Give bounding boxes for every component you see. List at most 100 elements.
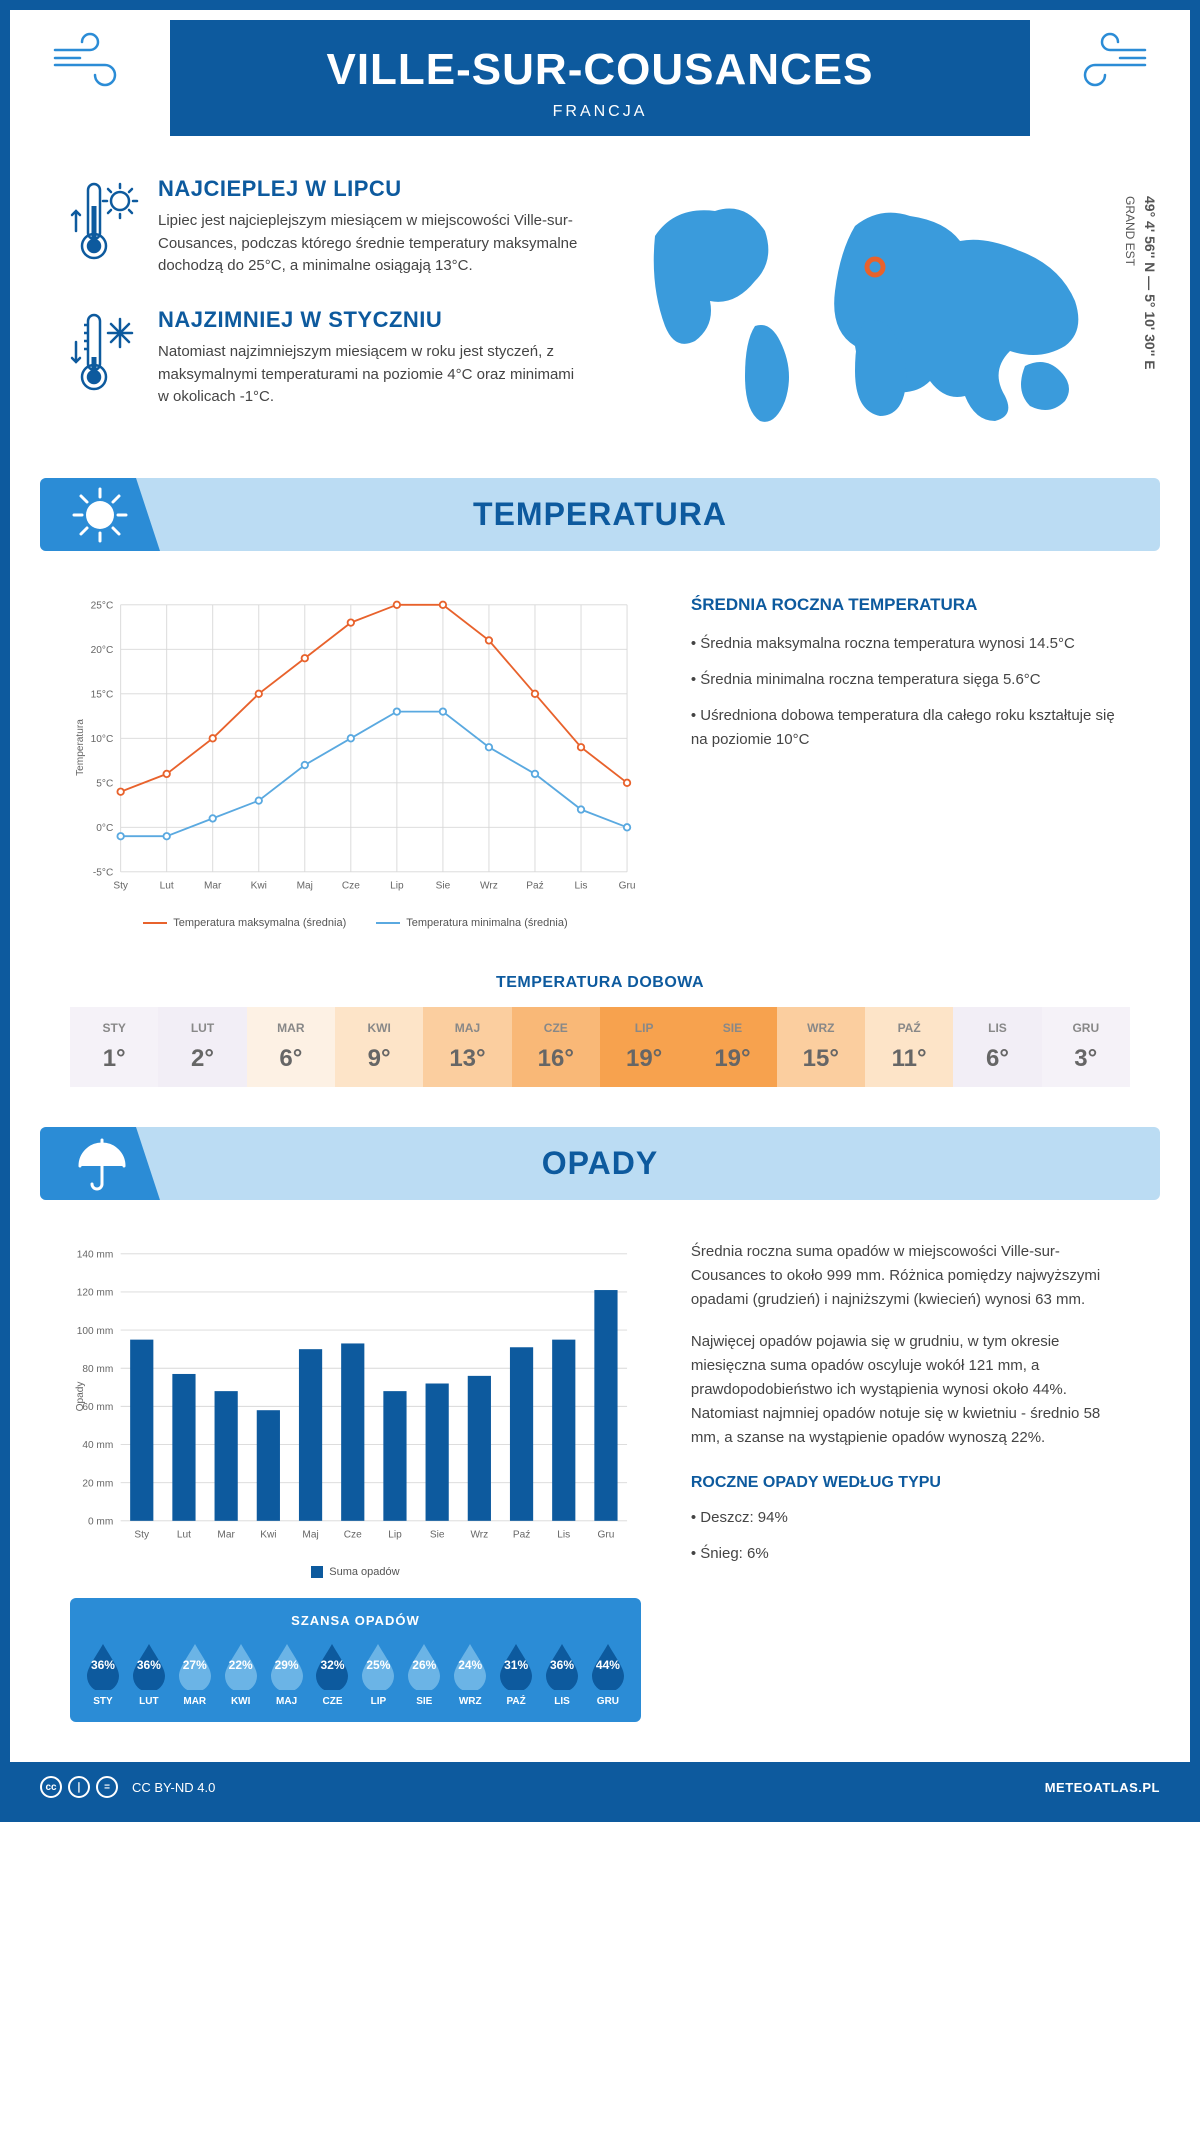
drop-month: MAJ [264, 1696, 310, 1707]
temperature-chart: -5°C0°C5°C10°C15°C20°C25°CStyLutMarKwiMa… [70, 591, 641, 929]
header-wrap: VILLE-SUR-COUSANCES FRANCJA [10, 10, 1190, 136]
nd-icon: = [96, 1776, 118, 1798]
temp-bullet: • Średnia minimalna roczna temperatura s… [691, 668, 1130, 692]
daily-temp-title: TEMPERATURA DOBOWA [10, 974, 1190, 992]
coords-region: GRAND EST [1123, 196, 1137, 266]
daily-cell: STY 1° [70, 1007, 158, 1087]
svg-text:20 mm: 20 mm [82, 1478, 113, 1489]
raindrop-icon: 32% [312, 1640, 352, 1690]
rain-type-title: ROCZNE OPADY WEDŁUG TYPU [691, 1470, 1130, 1496]
svg-text:Wrz: Wrz [480, 880, 498, 891]
fact-hot: NAJCIEPLEJ W LIPCU Lipiec jest najcieple… [70, 176, 580, 279]
svg-text:Lis: Lis [575, 880, 588, 891]
daily-value: 15° [777, 1045, 865, 1073]
raindrop-icon: 29% [267, 1640, 307, 1690]
raindrop-icon: 31% [496, 1640, 536, 1690]
daily-cell: LIP 19° [600, 1007, 688, 1087]
coords-latlon: 49° 4' 56'' N — 5° 10' 30'' E [1142, 196, 1158, 370]
drop-percent: 26% [412, 1658, 436, 1672]
precipitation-body: 0 mm20 mm40 mm60 mm80 mm100 mm120 mm140 … [10, 1220, 1190, 1762]
temperature-legend: Temperatura maksymalna (średnia) Tempera… [70, 917, 641, 929]
raindrop-icon: 27% [175, 1640, 215, 1690]
drop-month: STY [80, 1696, 126, 1707]
drop-percent: 36% [137, 1658, 161, 1672]
svg-text:Sty: Sty [134, 1529, 150, 1540]
daily-month: LUT [158, 1021, 246, 1035]
drop-item: 29% MAJ [264, 1640, 310, 1707]
svg-text:Gru: Gru [598, 1529, 615, 1540]
thermometer-hot-icon [70, 176, 140, 279]
daily-month: LIS [953, 1021, 1041, 1035]
raindrop-icon: 36% [542, 1640, 582, 1690]
drop-month: SIE [401, 1696, 447, 1707]
rain-type: ROCZNE OPADY WEDŁUG TYPU • Deszcz: 94%• … [691, 1470, 1130, 1566]
precipitation-band: OPADY [40, 1127, 1160, 1200]
wind-icon [50, 30, 130, 102]
temp-bullet: • Średnia maksymalna roczna temperatura … [691, 632, 1130, 656]
daily-month: MAR [247, 1021, 335, 1035]
drop-month: LUT [126, 1696, 172, 1707]
drop-month: MAR [172, 1696, 218, 1707]
daily-month: MAJ [423, 1021, 511, 1035]
svg-text:Wrz: Wrz [470, 1529, 488, 1540]
drop-item: 26% SIE [401, 1640, 447, 1707]
daily-value: 9° [335, 1045, 423, 1073]
daily-cell: PAŹ 11° [865, 1007, 953, 1087]
intro-section: NAJCIEPLEJ W LIPCU Lipiec jest najcieple… [10, 136, 1190, 458]
daily-cell: CZE 16° [512, 1007, 600, 1087]
fact-cold: NAJZIMNIEJ W STYCZNIU Natomiast najzimni… [70, 307, 580, 410]
svg-text:Kwi: Kwi [260, 1529, 276, 1540]
svg-text:Temperatura: Temperatura [75, 719, 86, 776]
svg-text:Sie: Sie [436, 880, 451, 891]
drop-item: 44% GRU [585, 1640, 631, 1707]
svg-text:15°C: 15°C [91, 689, 114, 700]
svg-text:Lut: Lut [160, 880, 174, 891]
by-icon: ❘ [68, 1776, 90, 1798]
page: VILLE-SUR-COUSANCES FRANCJA NAJCIEPLEJ W… [0, 0, 1200, 1822]
page-subtitle: FRANCJA [170, 103, 1030, 121]
rain-chance-drops: 36% STY 36% LUT 27% MAR 22% KWI [80, 1640, 631, 1707]
rain-legend: Suma opadów [70, 1566, 641, 1578]
license: cc ❘ = CC BY-ND 4.0 [40, 1776, 215, 1798]
svg-text:25°C: 25°C [91, 600, 114, 611]
daily-value: 6° [247, 1045, 335, 1073]
daily-value: 19° [600, 1045, 688, 1073]
daily-month: SIE [688, 1021, 776, 1035]
daily-value: 6° [953, 1045, 1041, 1073]
daily-month: WRZ [777, 1021, 865, 1035]
raindrop-icon: 36% [129, 1640, 169, 1690]
daily-month: PAŹ [865, 1021, 953, 1035]
svg-text:Mar: Mar [217, 1529, 235, 1540]
daily-cell: MAJ 13° [423, 1007, 511, 1087]
drop-month: KWI [218, 1696, 264, 1707]
site-name: METEOATLAS.PL [1045, 1780, 1160, 1795]
svg-text:Maj: Maj [297, 880, 313, 891]
daily-month: GRU [1042, 1021, 1130, 1035]
daily-value: 11° [865, 1045, 953, 1073]
fact-cold-text: Natomiast najzimniejszym miesiącem w rok… [158, 341, 580, 409]
legend-sum: Suma opadów [311, 1566, 399, 1578]
svg-text:Lis: Lis [557, 1529, 570, 1540]
temp-bullet: • Uśredniona dobowa temperatura dla całe… [691, 704, 1130, 752]
daily-value: 13° [423, 1045, 511, 1073]
drop-month: PAŹ [493, 1696, 539, 1707]
svg-text:Lut: Lut [177, 1529, 191, 1540]
svg-text:Lip: Lip [390, 880, 404, 891]
svg-text:120 mm: 120 mm [77, 1288, 114, 1299]
daily-cell: SIE 19° [688, 1007, 776, 1087]
drop-item: 24% WRZ [447, 1640, 493, 1707]
drop-item: 22% KWI [218, 1640, 264, 1707]
svg-text:Cze: Cze [344, 1529, 362, 1540]
rain-chance-title: SZANSA OPADÓW [80, 1613, 631, 1628]
drop-month: WRZ [447, 1696, 493, 1707]
daily-cell: WRZ 15° [777, 1007, 865, 1087]
facts-column: NAJCIEPLEJ W LIPCU Lipiec jest najcieple… [70, 176, 580, 438]
drop-percent: 44% [596, 1658, 620, 1672]
svg-text:40 mm: 40 mm [82, 1440, 113, 1451]
precipitation-title: OPADY [40, 1145, 1160, 1182]
raindrop-icon: 25% [358, 1640, 398, 1690]
daily-month: KWI [335, 1021, 423, 1035]
svg-text:Cze: Cze [342, 880, 360, 891]
temp-side-title: ŚREDNIA ROCZNA TEMPERATURA [691, 591, 1130, 618]
drop-percent: 36% [91, 1658, 115, 1672]
